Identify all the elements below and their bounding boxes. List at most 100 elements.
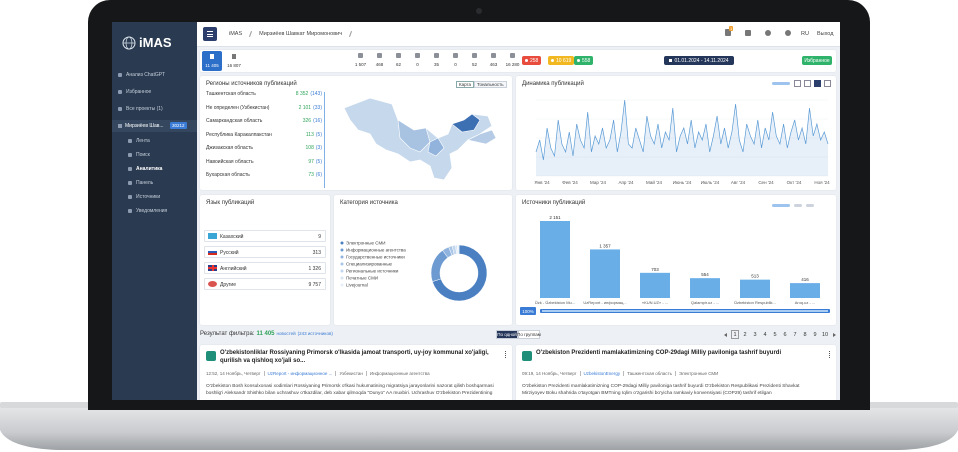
- view-button[interactable]: По одной: [496, 330, 518, 339]
- social-count: 0: [416, 62, 419, 67]
- menu-dots[interactable]: [504, 351, 507, 358]
- chart-type-button[interactable]: [794, 80, 801, 87]
- side-menu-item[interactable]: Все проекты (1): [118, 106, 163, 112]
- meta-item: Электронные СМИ: [674, 371, 718, 376]
- toggle[interactable]: [772, 204, 790, 207]
- region-sources: (16): [313, 118, 322, 124]
- page-number[interactable]: 7: [793, 331, 797, 338]
- icon: [128, 195, 132, 199]
- sentiment-badge[interactable]: 558: [574, 56, 594, 65]
- bar: [740, 279, 770, 298]
- menu-dots[interactable]: [828, 351, 831, 358]
- legend-label: Печатные СМИ: [346, 276, 378, 281]
- page-number[interactable]: 5: [773, 331, 777, 338]
- legend-swatch: [340, 283, 344, 287]
- value-label: 513: [751, 274, 759, 279]
- region-name: Ташкентская область: [206, 91, 256, 97]
- submenu-item[interactable]: Аналитика: [128, 166, 162, 172]
- x-tick-label: Ноя '24: [814, 180, 830, 185]
- help-icon[interactable]: [765, 30, 771, 36]
- page-number[interactable]: 10: [821, 331, 829, 338]
- chart-type-button[interactable]: [804, 80, 811, 87]
- page-number[interactable]: 6: [783, 331, 787, 338]
- submenu-item[interactable]: Источники: [128, 194, 160, 200]
- social-count: 35: [433, 62, 439, 67]
- social-icon: [453, 53, 458, 58]
- icon: [128, 139, 132, 143]
- project-item[interactable]: Мирзиёев Шав... 30212: [112, 120, 197, 132]
- submenu-item[interactable]: Лента: [128, 138, 150, 144]
- icon: [128, 153, 132, 157]
- prev-page[interactable]: [724, 332, 727, 337]
- social-count: 0: [454, 62, 457, 67]
- legend-swatch: [340, 262, 344, 266]
- line: [535, 99, 829, 161]
- language-row: Другие 9 757: [204, 278, 326, 290]
- side-menu-item[interactable]: Избранное: [118, 89, 151, 95]
- chart-type-button[interactable]: [824, 80, 831, 87]
- page-number[interactable]: 9: [813, 331, 817, 338]
- language[interactable]: RU: [801, 30, 809, 37]
- page-number[interactable]: 8: [803, 331, 807, 338]
- news-card[interactable]: O'zbekistonliklar Rossiyaning Primorsk o…: [200, 345, 512, 400]
- page-number[interactable]: 2: [743, 331, 747, 338]
- news-card[interactable]: O'zbekiston Prezidenti mamlakatimizning …: [516, 345, 836, 400]
- sentiment-badge[interactable]: 10 619: [548, 56, 575, 65]
- view-button[interactable]: По группам: [517, 330, 541, 339]
- meta-item: 12:52, 14 Ноябрь, Четверг: [206, 371, 261, 376]
- region-count: 8 352: [295, 91, 309, 97]
- social-count: 16 280: [505, 62, 520, 67]
- sentiment-badge[interactable]: 258: [522, 56, 542, 65]
- next-page[interactable]: [833, 332, 836, 337]
- region-sources: (6): [315, 172, 322, 178]
- news-title: O'zbekiston Prezidenti mamlakatimizning …: [536, 350, 782, 356]
- breadcrumb-item[interactable]: iMAS: [229, 31, 243, 37]
- toggle[interactable]: [806, 204, 814, 207]
- label: Уведомления: [136, 208, 168, 214]
- region-count: 2 101: [298, 104, 312, 111]
- meta-item: UzbekistonEnergy: [579, 371, 620, 376]
- submenu-item[interactable]: Уведомления: [128, 208, 167, 214]
- notifications-badge: 1: [729, 26, 734, 31]
- category-panel: Категория источника Электронные СМИ Инфор…: [334, 195, 512, 325]
- toggle[interactable]: [794, 204, 802, 207]
- page-number[interactable]: 3: [753, 331, 757, 338]
- side-menu-item[interactable]: Анализ ChatGPT: [118, 72, 165, 78]
- icon: [525, 59, 528, 62]
- favorites-button[interactable]: Избранное: [802, 56, 832, 65]
- menu-button[interactable]: [203, 27, 217, 41]
- bar: [640, 272, 670, 298]
- breadcrumb-item[interactable]: Мирзиёев Шавкат Миромонович: [259, 31, 343, 37]
- submenu-item[interactable]: Панель: [128, 180, 153, 186]
- page-number[interactable]: 4: [763, 331, 767, 338]
- dynamics-panel: Динамика публикаций Янв '24 Фев '24 Мар '2…: [516, 76, 836, 190]
- user-icon[interactable]: [785, 30, 791, 36]
- language-name: Казахский: [220, 234, 244, 240]
- chart-type-button[interactable]: [814, 80, 821, 87]
- icon: [118, 107, 122, 111]
- x-tick-label: «KUN.UZ» - ...: [642, 300, 668, 305]
- map-tab[interactable]: Карта: [456, 81, 475, 88]
- region-count: 108: [305, 145, 314, 151]
- x-tick-label: Anıq.uz - ...: [795, 300, 815, 305]
- page-number[interactable]: 1: [731, 330, 739, 339]
- social-icon: [510, 53, 515, 58]
- logout[interactable]: Выход: [817, 30, 834, 37]
- language-name: Русский: [220, 250, 239, 256]
- notifications-icon[interactable]: [725, 29, 731, 36]
- zoom-badge: [520, 307, 536, 315]
- period[interactable]: 01.01.2024 - 14.11.2024: [664, 56, 734, 65]
- counter-tab[interactable]: 11 405: [202, 51, 222, 71]
- panel-title: Регионы источников публикаций: [206, 81, 297, 87]
- region-sources: (5): [315, 131, 322, 138]
- flag: [208, 265, 217, 271]
- icon: [118, 73, 122, 77]
- counter-tab[interactable]: 16 807: [224, 51, 244, 71]
- region-value: 97 (5): [280, 159, 322, 165]
- x-tick-label: Мар '24: [590, 180, 606, 185]
- region-name: Самаркандская область: [206, 118, 263, 124]
- submenu-item[interactable]: Поиск: [128, 152, 150, 158]
- map-tab[interactable]: Тональность: [474, 81, 507, 88]
- settings-icon[interactable]: [745, 30, 751, 36]
- toggle[interactable]: [772, 82, 790, 85]
